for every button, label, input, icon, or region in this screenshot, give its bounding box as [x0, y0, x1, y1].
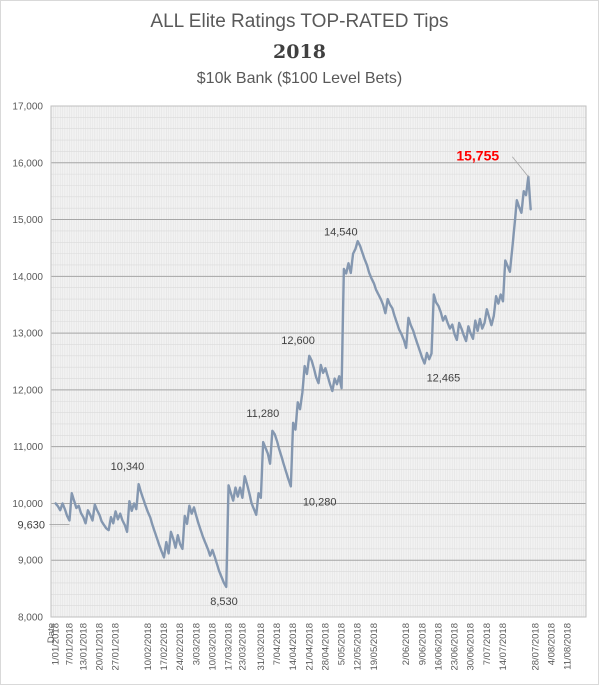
data-label: 9,630	[17, 519, 45, 531]
x-tick-label: 14/04/2018	[288, 623, 299, 671]
x-tick-label: 11/08/2018	[563, 623, 574, 670]
x-tick-label: 13/01/2018	[78, 623, 89, 671]
x-tick-label: 24/02/2018	[175, 623, 186, 671]
series-line	[54, 175, 532, 589]
chart-subtitle: $10k Bank ($100 Level Bets)	[196, 70, 403, 87]
x-tick-label: 31/03/2018	[256, 623, 267, 671]
x-tick-label: 12/05/2018	[353, 623, 364, 671]
y-tick-label: 17,000	[12, 102, 43, 113]
x-tick-label: 2/06/2018	[401, 623, 412, 665]
x-tick-label: 1/01/2018	[51, 623, 62, 665]
y-tick-label: 13,000	[12, 329, 43, 340]
x-tick-label: 23/06/2018	[450, 623, 461, 671]
x-tick-label: 20/01/2018	[94, 623, 105, 671]
x-tick-label: Date	[46, 623, 57, 643]
data-label: 10,340	[111, 461, 145, 473]
data-label: 12,600	[281, 335, 315, 347]
data-label: 14,540	[324, 227, 358, 239]
y-tick-label: 9,000	[18, 556, 43, 567]
y-tick-label: 11,000	[13, 442, 43, 453]
y-tick-label: 15,000	[12, 215, 43, 226]
x-tick-label: 16/06/2018	[433, 623, 444, 671]
x-tick-label: 4/08/2018	[546, 623, 557, 665]
x-tick-label: 30/06/2018	[466, 623, 477, 671]
annotation-leader	[512, 156, 529, 177]
data-label: 12,465	[427, 372, 461, 384]
x-tick-label: 17/03/2018	[224, 623, 235, 671]
x-tick-label: 27/01/2018	[111, 623, 122, 671]
x-tick-label: 21/04/2018	[304, 623, 315, 671]
data-label: 8,530	[210, 596, 238, 608]
x-tick-label: 14/07/2018	[498, 623, 509, 671]
x-tick-label: 28/04/2018	[320, 623, 331, 671]
x-tick-label: 19/05/2018	[369, 623, 380, 671]
plot-border	[50, 105, 587, 618]
y-tick-label: 14,000	[12, 272, 43, 283]
data-label: 10,280	[303, 497, 337, 509]
x-tick-label: 17/02/2018	[159, 623, 170, 671]
chart-year: 2018	[273, 41, 326, 63]
data-label: 15,755	[456, 148, 499, 164]
y-tick-label: 8,000	[18, 613, 43, 624]
x-tick-label: 28/07/2018	[530, 623, 541, 671]
x-tick-label: 7/01/2018	[64, 623, 75, 665]
x-tick-label: 3/03/2018	[191, 623, 202, 665]
x-tick-label: 5/05/2018	[337, 623, 348, 665]
y-tick-label: 10,000	[12, 499, 43, 510]
x-tick-label: 10/03/2018	[207, 623, 218, 671]
x-tick-label: 7/04/2018	[272, 623, 283, 665]
chart-title: ALL Elite Ratings TOP-RATED Tips	[150, 11, 449, 32]
x-tick-label: 23/03/2018	[237, 623, 248, 671]
x-tick-label: 9/06/2018	[417, 623, 428, 665]
data-label: 11,280	[246, 408, 279, 420]
y-tick-label: 12,000	[12, 385, 43, 396]
x-tick-label: 10/02/2018	[143, 623, 154, 671]
y-tick-label: 16,000	[12, 158, 43, 169]
x-tick-label: 7/07/2018	[482, 623, 493, 665]
